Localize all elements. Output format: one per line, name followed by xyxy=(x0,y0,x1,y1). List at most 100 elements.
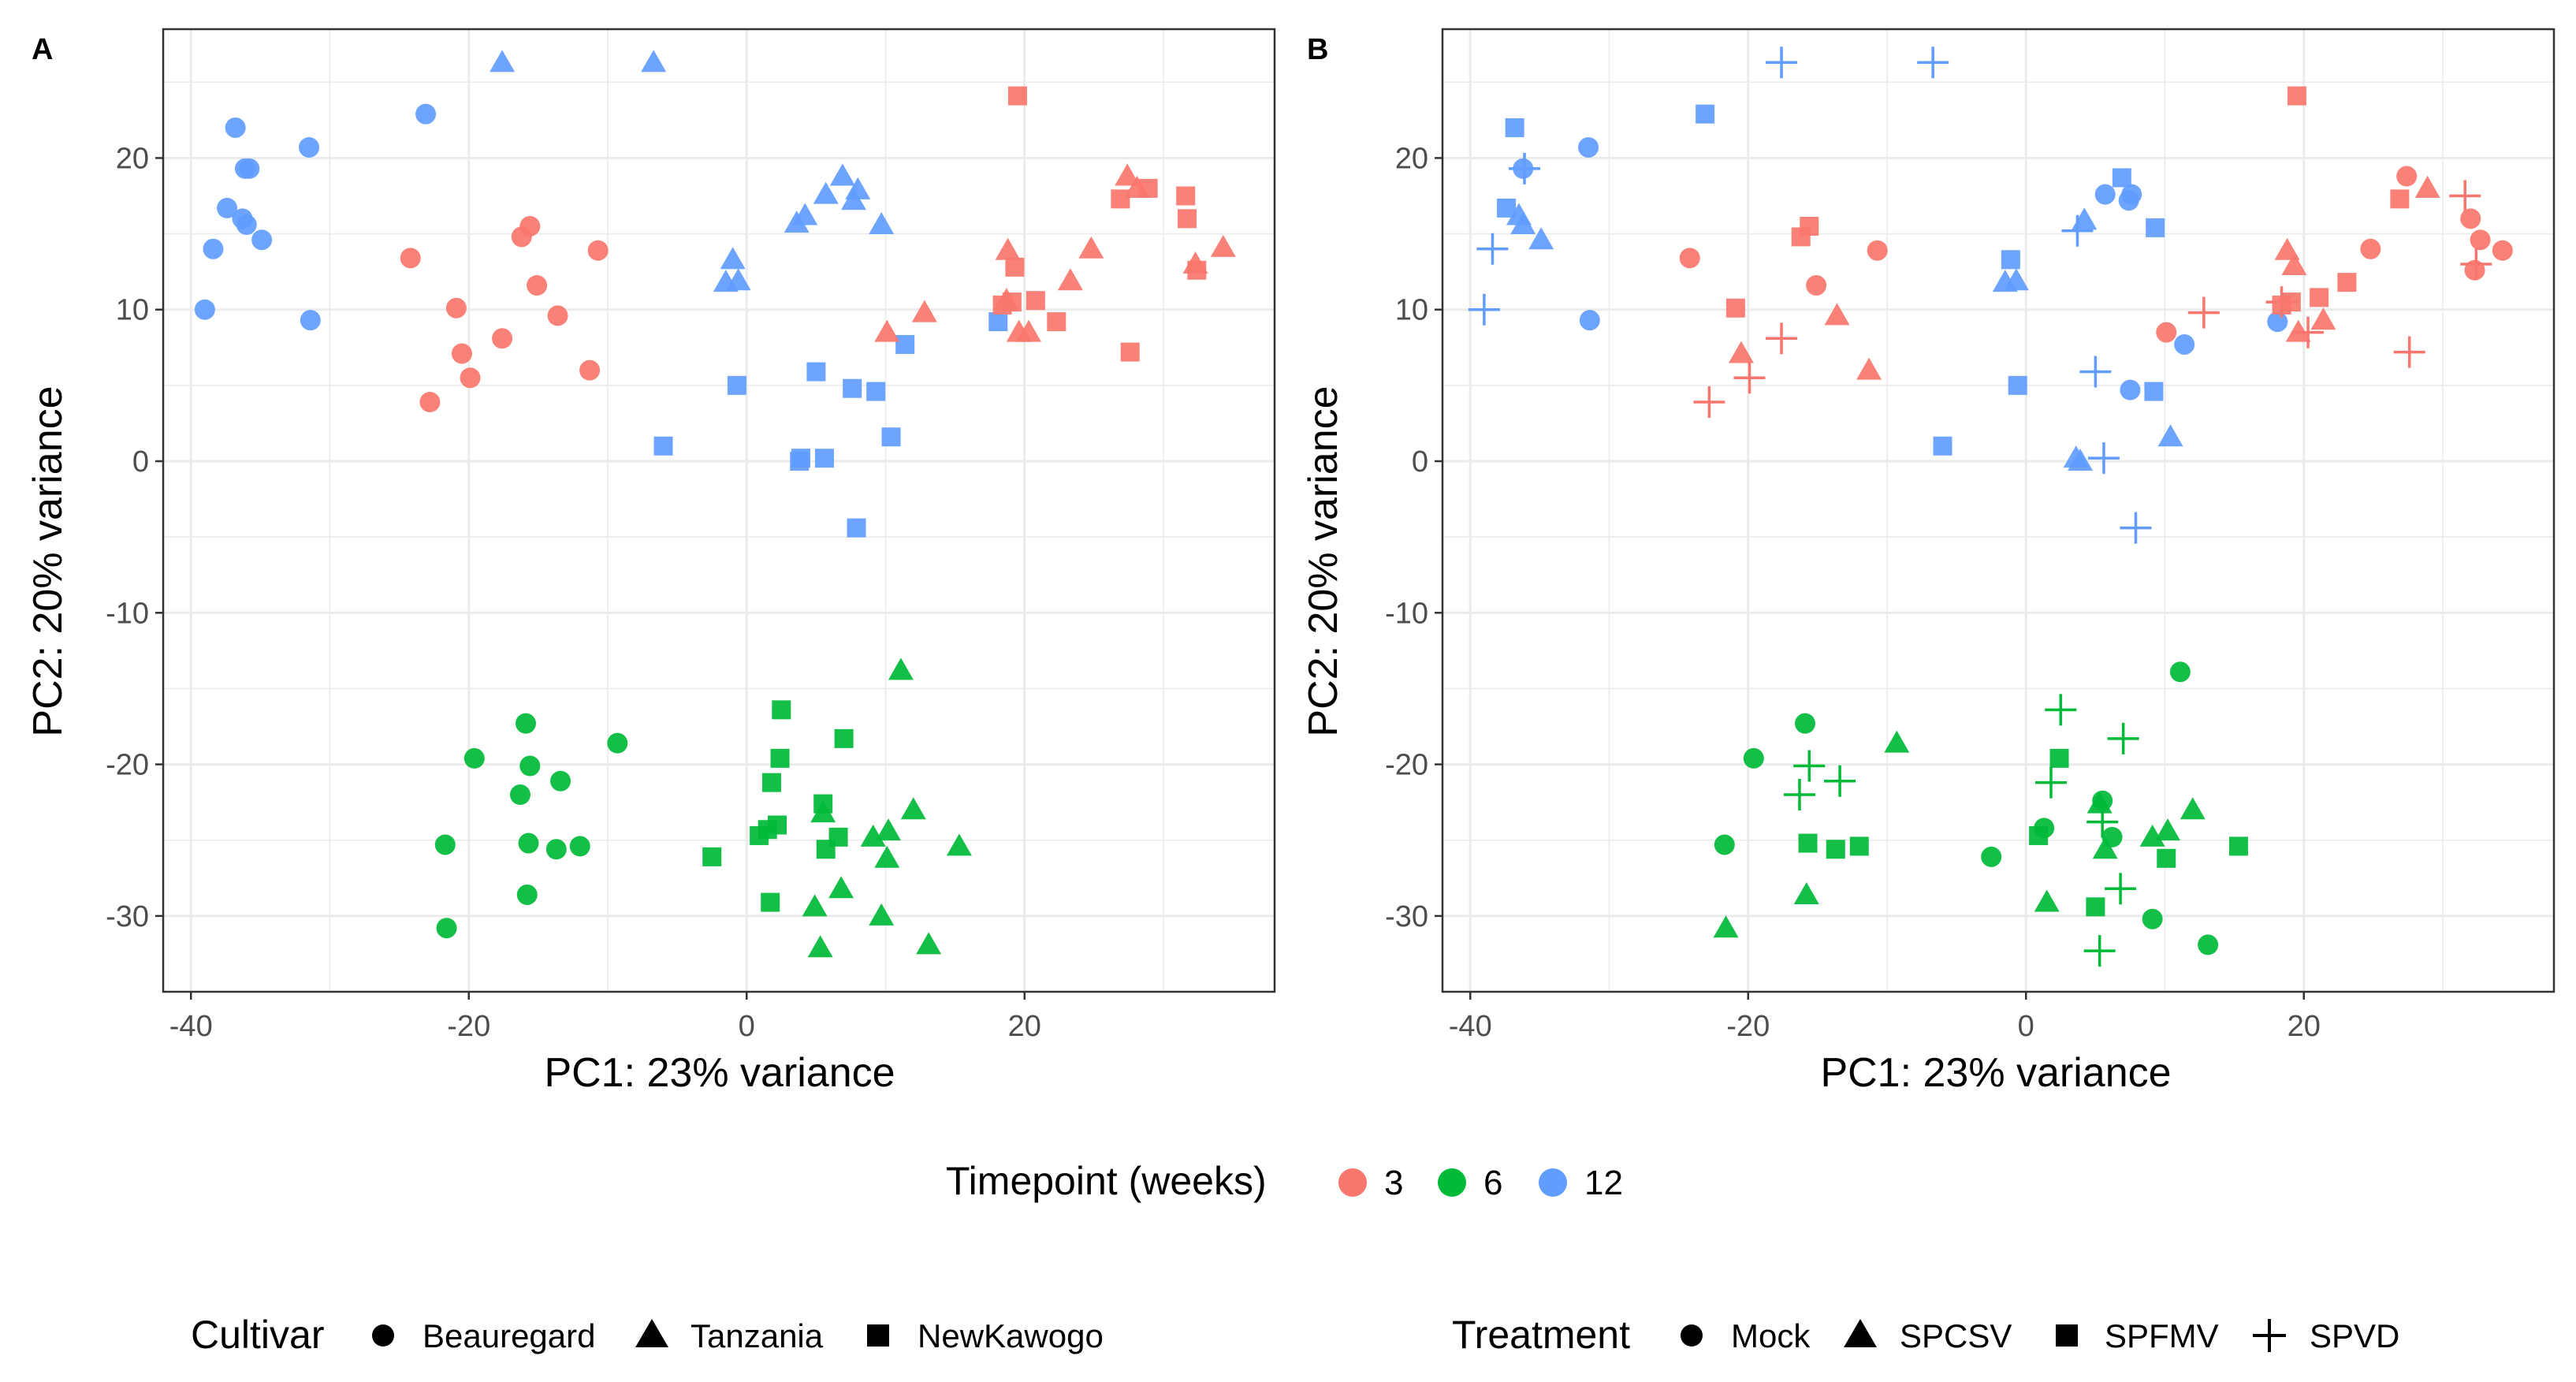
panel-b-point-circle-wk12 xyxy=(2120,379,2141,400)
panel-b-point-square-wk6 xyxy=(2049,748,2069,768)
panel-b-point-square-wk6 xyxy=(1798,833,1818,853)
panel-b-x-axis-title: PC1: 23% variance xyxy=(1820,1050,2171,1096)
panel-a-point-triangle-wk6 xyxy=(900,797,926,820)
cultivar-legend-title: Cultivar xyxy=(191,1313,324,1357)
treatment-legend-label-spvd: SPVD xyxy=(2310,1317,2399,1354)
panel-a-point-triangle-wk6 xyxy=(946,833,972,856)
panel-b-point-plus-wk6 xyxy=(2045,694,2077,726)
panel-b-point-circle-wk3 xyxy=(1867,240,1888,261)
panel-a-point-triangle-wk12 xyxy=(720,247,746,270)
panel-b-point-square-wk6 xyxy=(2157,848,2176,868)
panel-b-point-triangle-wk6 xyxy=(2139,824,2165,847)
timepoint-legend-key-6 xyxy=(1438,1168,1466,1197)
panel-a-point-square-wk6 xyxy=(772,700,791,720)
panel-b-point-circle-wk3 xyxy=(2460,208,2481,229)
panel-b-point-plus-wk6 xyxy=(2086,806,2119,838)
panel-b-point-circle-wk6 xyxy=(1981,846,2002,867)
panel-a-point-circle-wk3 xyxy=(419,392,441,413)
panel-b-point-circle-wk12 xyxy=(1578,136,1599,158)
panel-b-point-plus-wk3 xyxy=(2460,248,2492,281)
panel-a-x-tick-label: 0 xyxy=(739,1010,755,1043)
panel-b-point-circle-wk3 xyxy=(2470,229,2491,251)
cultivar-legend-label-beauregard: Beauregard xyxy=(423,1317,596,1354)
panel-b-point-triangle-wk12 xyxy=(2157,424,2183,447)
panel-b-y-tick-label: -10 xyxy=(1385,597,1428,630)
panel-a-point-triangle-wk3 xyxy=(995,237,1021,260)
panel-a-point-triangle-wk3 xyxy=(1016,319,1042,342)
panel-b-point-triangle-wk6 xyxy=(1884,730,1910,753)
panel-a-point-square-wk12 xyxy=(881,427,901,447)
panel-a-point-circle-wk12 xyxy=(239,158,260,179)
timepoint-legend-label-3: 3 xyxy=(1384,1164,1403,1202)
cultivar-legend-key-square xyxy=(867,1324,889,1347)
panel-b-point-plus-wk3 xyxy=(2292,316,2325,348)
panel-b-point-plus-wk12 xyxy=(2087,442,2120,475)
timepoint-legend-label-6: 6 xyxy=(1483,1164,1502,1202)
panel-a-y-tick-label: -10 xyxy=(106,597,149,630)
panel-a-point-triangle-wk6 xyxy=(876,818,902,841)
cultivar-legend-key-triangle xyxy=(635,1319,668,1347)
panel-a-point-circle-wk3 xyxy=(451,343,472,364)
panel-b-point-square-wk6 xyxy=(1826,840,1845,859)
panel-b-point-square-wk12 xyxy=(1696,104,1715,124)
panel-a-point-circle-wk12 xyxy=(236,214,257,236)
panel-b-point-square-wk3 xyxy=(2310,288,2329,307)
panel-a-point-circle-wk6 xyxy=(463,747,485,769)
panel-b-point-circle-wk6 xyxy=(2142,908,2163,929)
panel-a-point-circle-wk3 xyxy=(460,367,481,389)
treatment-legend-label-spcsv: SPCSV xyxy=(1900,1317,2012,1354)
panel-b-point-square-wk6 xyxy=(2228,836,2248,856)
panel-b-point-triangle-wk3 xyxy=(1728,341,1754,363)
panel-a-point-triangle-wk12 xyxy=(725,268,751,291)
panel-b-point-triangle-wk12 xyxy=(2003,268,2029,291)
panel-a-point-circle-wk3 xyxy=(579,359,601,381)
panel-a-point-triangle-wk6 xyxy=(860,824,886,847)
panel-b-point-triangle-wk3 xyxy=(1824,303,1850,326)
panel-a-border xyxy=(162,28,1276,993)
panel-b-x-tick-label: 0 xyxy=(2018,1010,2034,1043)
panel-a-point-triangle-wk3 xyxy=(874,319,900,342)
panel-b-point-plus-wk3 xyxy=(1733,362,1766,394)
panel-b-y-tick-label: -20 xyxy=(1385,749,1428,782)
panel-a-point-square-wk6 xyxy=(813,794,833,814)
panel-a-point-square-wk3 xyxy=(1005,257,1025,277)
treatment-legend-title: Treatment xyxy=(1452,1313,1630,1357)
panel-a-point-circle-wk12 xyxy=(203,238,224,259)
panel-a-point-square-wk3 xyxy=(1120,342,1140,362)
panel-b-point-triangle-wk6 xyxy=(2034,889,2060,912)
panel-a-point-circle-wk3 xyxy=(547,305,568,326)
panel-b-point-triangle-wk12 xyxy=(1528,227,1554,250)
panel-a-point-circle-wk12 xyxy=(217,197,238,218)
panel-a-point-circle-wk6 xyxy=(550,770,571,792)
panel-a-x-tick-label: -20 xyxy=(447,1010,490,1043)
panel-a-point-triangle-wk6 xyxy=(888,657,914,680)
panel-b-point-square-wk3 xyxy=(2390,189,2410,209)
panel-a-y-axis-title: PC2: 20% variance xyxy=(25,386,71,736)
panel-a-point-triangle-wk3 xyxy=(1078,236,1104,259)
panel-b-point-plus-wk3 xyxy=(2187,296,2220,329)
panel-a-point-circle-wk6 xyxy=(509,784,530,806)
panel-a-point-square-wk6 xyxy=(761,892,780,912)
panel-b-point-square-wk12 xyxy=(2008,375,2027,395)
treatment-legend-key-circle xyxy=(1681,1324,1703,1347)
panel-b-point-square-wk6 xyxy=(2086,897,2105,917)
panel-b-point-plus-wk12 xyxy=(1917,47,1949,79)
panel-a-point-circle-wk3 xyxy=(445,297,467,318)
panel-b-point-circle-wk6 xyxy=(1795,713,1816,734)
timepoint-legend-title: Timepoint (weeks) xyxy=(946,1159,1267,1203)
panel-a-point-square-wk3 xyxy=(1176,186,1196,206)
panel-a-point-circle-wk12 xyxy=(194,299,215,320)
panel-a-point-square-wk3 xyxy=(1138,178,1158,198)
panel-b-point-plus-wk6 xyxy=(1793,750,1826,782)
panel-b-point-plus-wk12 xyxy=(2061,214,2094,247)
panel-b-point-square-wk3 xyxy=(2337,273,2357,292)
panel-a-point-circle-wk3 xyxy=(400,248,421,269)
panel-b-y-tick-label: 20 xyxy=(1395,142,1428,175)
panel-a-point-square-wk6 xyxy=(761,773,781,792)
panel-b-point-plus-wk6 xyxy=(2107,722,2139,754)
panel-b-x-tick-label: -20 xyxy=(1726,1010,1770,1043)
panel-b-point-square-wk12 xyxy=(1505,117,1524,137)
panel-a-point-triangle-wk6 xyxy=(869,903,895,926)
panel-a-x-axis-title: PC1: 23% variance xyxy=(544,1050,895,1096)
panel-a-x-tick-label: 20 xyxy=(1008,1010,1041,1043)
